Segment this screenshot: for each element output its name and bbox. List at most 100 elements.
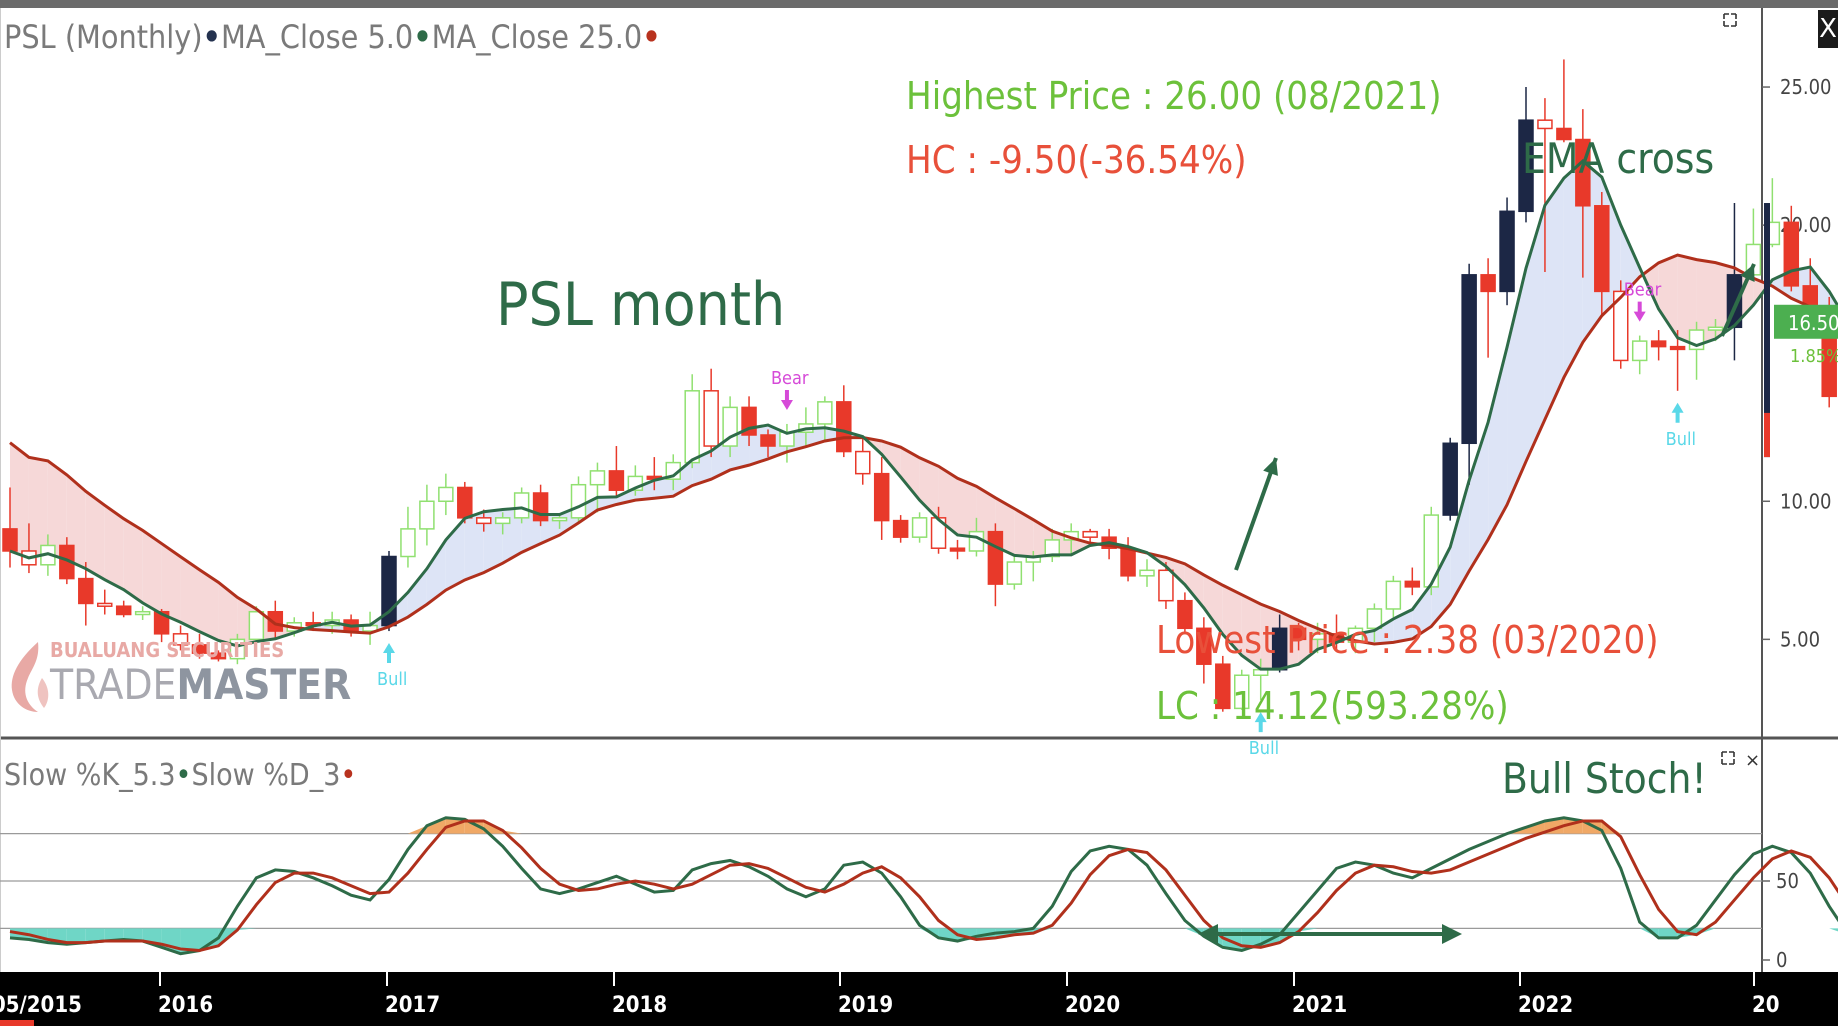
candle-body (949, 547, 966, 552)
candle-body (115, 605, 132, 616)
stoch-k-line (9, 816, 1838, 956)
candle-body (589, 470, 606, 486)
current-price-badge (1774, 304, 1838, 339)
candle-body (1461, 274, 1477, 445)
ma-cloud-segment (218, 582, 238, 646)
candle-body (1594, 205, 1610, 293)
current-price-label: 16.50 (1788, 311, 1838, 335)
logo-brand-text: BUALUANG SECURITIES (50, 638, 285, 662)
ma-cloud-segment (654, 475, 674, 499)
expand-icon-shape (1723, 13, 1737, 27)
x-axis-marker (0, 1020, 34, 1026)
x-axis-label: 2019 (838, 993, 893, 1018)
close-button[interactable]: X (1818, 10, 1838, 48)
stoch-title-k: Slow %K_5.3 (4, 758, 176, 793)
candle-body (1290, 627, 1307, 641)
ma25-dot-icon: • (642, 18, 661, 56)
candle-body (419, 500, 435, 530)
candle-body (760, 434, 776, 447)
x-axis-label: 2018 (612, 993, 667, 1018)
stoch-oversold-fill (1829, 928, 1838, 932)
trend-up-arrow-icon-head (1263, 458, 1278, 476)
candle-body (1404, 580, 1421, 588)
candle-body (457, 486, 473, 519)
ma-cloud-segment (900, 447, 920, 501)
stoch-y-tick-label: 0 (1776, 948, 1787, 972)
ma-cloud-segment (180, 556, 200, 632)
ma-cloud-segment (483, 509, 503, 573)
logo-name-bold: MASTER (176, 660, 352, 709)
candle-body (1575, 138, 1591, 207)
current-change-label: 1.85% (1790, 346, 1838, 367)
ma-cloud-segment (1677, 255, 1697, 346)
ma-cloud-segment (426, 539, 446, 605)
candle-body (968, 530, 985, 552)
stoch-expand-icon[interactable] (1721, 751, 1735, 765)
stoch-oversold-fill (104, 928, 124, 942)
price-y-tick-label: 25.00 (1780, 75, 1832, 99)
price-range-bar-low (1764, 412, 1770, 458)
ma-cloud-segment (1526, 205, 1545, 462)
candle-body (551, 517, 568, 522)
candle-body (1499, 210, 1515, 293)
bull-signal-label: Bull (1666, 429, 1696, 450)
stoch-panel-title: Slow %K_5.3•Slow %D_3• (4, 758, 356, 793)
candle-body (873, 472, 890, 522)
ma-cloud-segment (1488, 347, 1508, 540)
annotation-hc: HC : -9.50(-36.54%) (906, 138, 1247, 182)
x-axis-label: 2020 (1065, 993, 1120, 1018)
ma-cloud-segment (1563, 161, 1583, 378)
expand-icon-shape (1721, 751, 1735, 765)
stoch-oversold-fill (180, 928, 200, 954)
candle-body (1120, 547, 1136, 577)
stoch-overbought-fill (426, 817, 446, 834)
candle-body (97, 602, 113, 607)
stoch-oversold-fill (123, 928, 143, 942)
candle-body (1613, 290, 1629, 362)
candle-body (1707, 326, 1724, 331)
candle-body (1650, 340, 1667, 348)
trend-up-arrow-icon (1234, 457, 1278, 571)
candle-body (153, 610, 170, 635)
candle-body (1537, 119, 1553, 130)
candle-body (1631, 340, 1648, 362)
price-panel-title: PSL (Monthly)•MA_Close 5.0•MA_Close 25.0… (4, 18, 661, 56)
flame-logo-icon (11, 642, 49, 712)
candle-body (1044, 539, 1060, 558)
candle-body (817, 401, 833, 425)
stoch-oversold-fill (66, 928, 86, 945)
price-expand-icon[interactable] (1723, 13, 1737, 27)
price-title-ma25: MA_Close 25.0 (431, 18, 643, 56)
stoch-oversold-fill (199, 928, 219, 951)
candle-body (1082, 530, 1098, 538)
ma-cloud-segment (464, 511, 484, 580)
annotation-lowest-price: Lowest Price : 2.38 (03/2020) (1156, 618, 1659, 662)
candle-body (570, 483, 587, 519)
annotation-bull-stoch: Bull Stoch! (1502, 754, 1707, 803)
stoch-y-tick-label: 50 (1776, 869, 1799, 893)
candle-body (836, 401, 852, 453)
candle-body (987, 530, 1004, 585)
stoch-close-icon[interactable]: × (1745, 750, 1760, 771)
x-axis-bar (0, 972, 1838, 1026)
x-axis-label: 20 (1752, 993, 1780, 1018)
candle-body (1423, 514, 1439, 588)
ma-cloud-segment (1469, 422, 1489, 571)
candle-body (513, 492, 530, 519)
candle-body (78, 577, 94, 605)
candle-body (855, 450, 871, 475)
price-range-bar (1764, 203, 1770, 458)
stoch-k-dot-icon: • (175, 758, 192, 793)
annotation-lc: LC : 14.12(593.28%) (1156, 684, 1509, 728)
stoch-title-d: Slow %D_3 (191, 758, 341, 793)
candle-body (1366, 608, 1383, 630)
ma-cloud-segment (1014, 508, 1034, 558)
x-axis-label: 05/2015 (0, 993, 82, 1018)
bull-signal-label: Bull (377, 669, 407, 690)
ma-cloud-segment (1374, 618, 1394, 644)
candle-body (1177, 599, 1193, 630)
price-title-ma5: MA_Close 5.0 (220, 18, 414, 56)
ma-cloud-segment (1696, 259, 1716, 346)
ma-cloud-segment (1620, 225, 1640, 298)
